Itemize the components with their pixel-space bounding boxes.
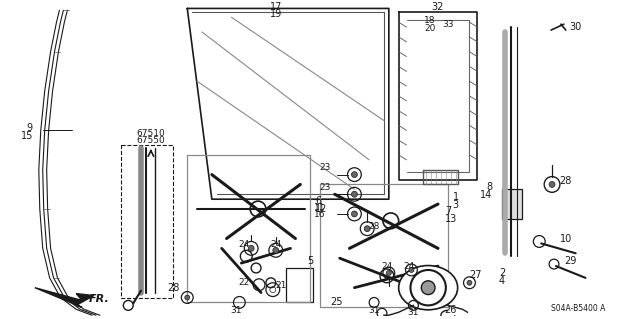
Bar (285, 268, 313, 302)
Text: FR.: FR. (89, 294, 109, 304)
Ellipse shape (399, 265, 458, 310)
Text: 4: 4 (499, 276, 505, 286)
Text: 3: 3 (452, 200, 459, 210)
Circle shape (467, 280, 472, 285)
Circle shape (351, 191, 357, 197)
Text: 28: 28 (559, 176, 572, 187)
Text: 30: 30 (570, 22, 582, 32)
Text: 29: 29 (564, 256, 577, 266)
Text: 21: 21 (275, 281, 286, 290)
Text: 26: 26 (445, 305, 457, 315)
Text: 24: 24 (403, 262, 414, 271)
Circle shape (421, 281, 435, 294)
Text: 11: 11 (314, 203, 326, 211)
Text: 16: 16 (314, 211, 326, 219)
Text: 24: 24 (381, 262, 392, 271)
Text: 10: 10 (560, 234, 572, 243)
Circle shape (409, 268, 414, 272)
Circle shape (273, 247, 278, 253)
Text: 28: 28 (167, 283, 180, 293)
Text: 13: 13 (445, 214, 457, 224)
Text: 14: 14 (480, 190, 492, 200)
Circle shape (351, 172, 357, 178)
Text: 12: 12 (315, 204, 328, 214)
Bar (502, 189, 522, 219)
Text: 23: 23 (319, 163, 331, 172)
Text: 7: 7 (445, 206, 451, 216)
Text: 25: 25 (330, 297, 343, 308)
Text: 15: 15 (20, 131, 33, 141)
Text: 18: 18 (424, 16, 436, 25)
Text: 31: 31 (369, 306, 380, 315)
Text: 20: 20 (424, 24, 436, 33)
Text: 1: 1 (452, 192, 459, 202)
Circle shape (248, 245, 254, 251)
Text: 22: 22 (238, 278, 249, 287)
Circle shape (351, 211, 357, 217)
Text: 28: 28 (369, 222, 380, 231)
Text: 67550: 67550 (136, 136, 165, 145)
Text: 23: 23 (319, 183, 331, 192)
Circle shape (364, 226, 370, 232)
Text: 8: 8 (486, 182, 492, 192)
Text: 31: 31 (230, 306, 242, 315)
Text: 31: 31 (408, 308, 419, 317)
Text: 67510: 67510 (136, 129, 165, 138)
Circle shape (549, 182, 555, 187)
Text: 24: 24 (271, 240, 282, 249)
Circle shape (387, 271, 391, 275)
Text: 9: 9 (27, 123, 33, 133)
Text: S04A-B5400 A: S04A-B5400 A (551, 304, 605, 313)
Text: 33: 33 (442, 20, 454, 29)
Text: 5: 5 (307, 256, 314, 266)
Text: 2: 2 (499, 268, 505, 278)
Circle shape (185, 295, 189, 300)
Text: 24: 24 (238, 240, 249, 249)
Text: 17: 17 (269, 3, 282, 12)
Polygon shape (35, 288, 94, 307)
Text: 27: 27 (469, 270, 482, 280)
Text: 19: 19 (269, 9, 282, 19)
Bar (122, 145, 173, 298)
Text: 32: 32 (432, 3, 444, 12)
Text: 6: 6 (315, 196, 321, 206)
